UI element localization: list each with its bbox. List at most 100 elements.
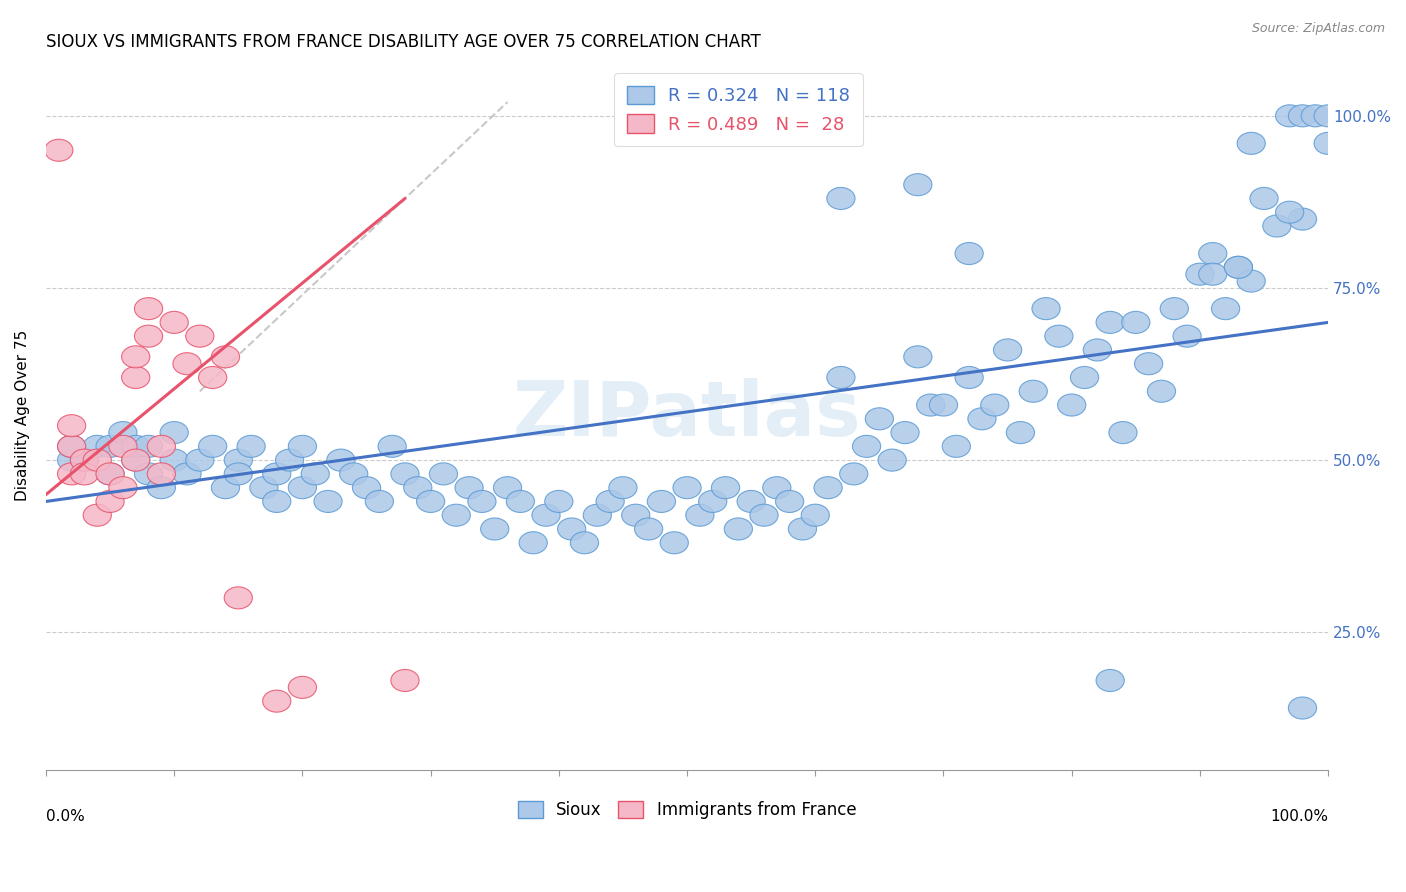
Ellipse shape [929, 394, 957, 416]
Ellipse shape [904, 346, 932, 368]
Ellipse shape [276, 449, 304, 471]
Ellipse shape [1122, 311, 1150, 334]
Ellipse shape [583, 504, 612, 526]
Ellipse shape [135, 463, 163, 485]
Ellipse shape [340, 463, 368, 485]
Ellipse shape [531, 504, 560, 526]
Ellipse shape [1147, 380, 1175, 402]
Ellipse shape [122, 367, 150, 389]
Ellipse shape [108, 422, 136, 443]
Ellipse shape [917, 394, 945, 416]
Ellipse shape [391, 670, 419, 691]
Ellipse shape [148, 463, 176, 485]
Ellipse shape [224, 587, 253, 609]
Ellipse shape [45, 139, 73, 161]
Ellipse shape [980, 394, 1010, 416]
Ellipse shape [198, 367, 226, 389]
Ellipse shape [1109, 422, 1137, 443]
Ellipse shape [186, 449, 214, 471]
Ellipse shape [366, 491, 394, 513]
Ellipse shape [58, 449, 86, 471]
Ellipse shape [83, 435, 111, 458]
Ellipse shape [789, 518, 817, 540]
Ellipse shape [1288, 104, 1316, 127]
Ellipse shape [519, 532, 547, 554]
Ellipse shape [544, 491, 572, 513]
Ellipse shape [122, 435, 150, 458]
Ellipse shape [96, 435, 124, 458]
Ellipse shape [673, 476, 702, 499]
Ellipse shape [1237, 270, 1265, 292]
Ellipse shape [456, 476, 484, 499]
Ellipse shape [1225, 256, 1253, 278]
Ellipse shape [1185, 263, 1213, 285]
Ellipse shape [288, 435, 316, 458]
Ellipse shape [1315, 104, 1343, 127]
Ellipse shape [96, 463, 124, 485]
Ellipse shape [288, 676, 316, 698]
Text: 100.0%: 100.0% [1270, 809, 1329, 824]
Ellipse shape [58, 435, 86, 458]
Ellipse shape [558, 518, 586, 540]
Ellipse shape [160, 422, 188, 443]
Ellipse shape [827, 187, 855, 210]
Ellipse shape [749, 504, 778, 526]
Ellipse shape [1057, 394, 1085, 416]
Ellipse shape [506, 491, 534, 513]
Ellipse shape [211, 476, 239, 499]
Ellipse shape [148, 435, 176, 458]
Ellipse shape [1275, 202, 1303, 223]
Ellipse shape [58, 435, 86, 458]
Ellipse shape [224, 449, 253, 471]
Ellipse shape [378, 435, 406, 458]
Ellipse shape [686, 504, 714, 526]
Ellipse shape [994, 339, 1022, 361]
Ellipse shape [58, 463, 86, 485]
Ellipse shape [108, 435, 136, 458]
Ellipse shape [737, 491, 765, 513]
Ellipse shape [609, 476, 637, 499]
Ellipse shape [70, 449, 98, 471]
Ellipse shape [1315, 132, 1343, 154]
Ellipse shape [468, 491, 496, 513]
Ellipse shape [1045, 326, 1073, 347]
Ellipse shape [173, 352, 201, 375]
Ellipse shape [1135, 352, 1163, 375]
Ellipse shape [621, 504, 650, 526]
Ellipse shape [83, 504, 111, 526]
Text: ZIPatlas: ZIPatlas [513, 378, 862, 452]
Text: SIOUX VS IMMIGRANTS FROM FRANCE DISABILITY AGE OVER 75 CORRELATION CHART: SIOUX VS IMMIGRANTS FROM FRANCE DISABILI… [46, 33, 761, 51]
Ellipse shape [661, 532, 689, 554]
Ellipse shape [647, 491, 675, 513]
Ellipse shape [1097, 311, 1125, 334]
Ellipse shape [879, 449, 907, 471]
Ellipse shape [481, 518, 509, 540]
Ellipse shape [301, 463, 329, 485]
Ellipse shape [135, 326, 163, 347]
Ellipse shape [83, 449, 111, 471]
Ellipse shape [494, 476, 522, 499]
Ellipse shape [224, 463, 253, 485]
Ellipse shape [762, 476, 792, 499]
Ellipse shape [724, 518, 752, 540]
Ellipse shape [391, 463, 419, 485]
Ellipse shape [108, 476, 136, 499]
Ellipse shape [238, 435, 266, 458]
Ellipse shape [173, 463, 201, 485]
Ellipse shape [186, 326, 214, 347]
Ellipse shape [967, 408, 995, 430]
Ellipse shape [122, 449, 150, 471]
Text: 0.0%: 0.0% [46, 809, 84, 824]
Ellipse shape [865, 408, 893, 430]
Ellipse shape [839, 463, 868, 485]
Ellipse shape [1288, 208, 1316, 230]
Ellipse shape [211, 346, 239, 368]
Ellipse shape [58, 415, 86, 437]
Ellipse shape [1212, 298, 1240, 319]
Ellipse shape [942, 435, 970, 458]
Ellipse shape [263, 463, 291, 485]
Ellipse shape [263, 690, 291, 712]
Ellipse shape [1007, 422, 1035, 443]
Ellipse shape [1173, 326, 1201, 347]
Ellipse shape [634, 518, 662, 540]
